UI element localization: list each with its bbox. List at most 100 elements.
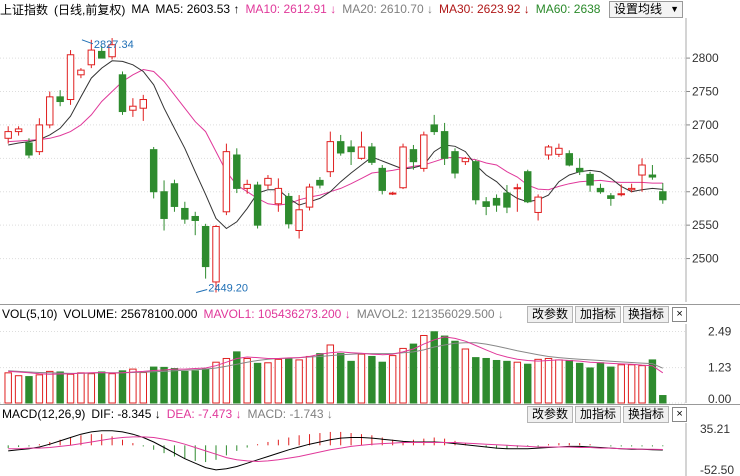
volume-bar [222, 357, 231, 404]
candle-body [212, 225, 220, 283]
ma5-line [8, 60, 663, 230]
macd-add-indicator-button[interactable]: 加指标 [575, 406, 622, 423]
y-tick-label: 2700 [692, 118, 719, 132]
volume-bar [472, 357, 480, 404]
candle-body [97, 50, 106, 59]
mavol2-readout: MAVOL2: 121356029.500 ↓ [356, 307, 504, 321]
candle-body [139, 99, 147, 109]
candle-body [565, 153, 574, 166]
volume-bar [181, 370, 189, 404]
volume-bar [170, 368, 179, 404]
candle-body [46, 96, 54, 126]
volume-bar [191, 370, 199, 404]
candle-body [461, 157, 470, 163]
candle-body [482, 201, 490, 207]
vol-indicator-name: VOL(5,10) [2, 307, 58, 321]
volume-bar [97, 371, 106, 404]
volume-bar [607, 366, 615, 404]
volume-bar [87, 373, 96, 404]
volume-bar [316, 353, 324, 404]
volume-bar [524, 363, 532, 404]
volume-bar [430, 331, 438, 404]
volume-bar [627, 364, 636, 404]
y-tick-label: 2550 [692, 218, 719, 232]
candle-body [503, 192, 511, 208]
candle-body [201, 225, 210, 268]
price-annotation: 2449.20 [208, 283, 248, 295]
candle-body [378, 167, 386, 191]
volume-bar [648, 359, 657, 404]
volume-bar [513, 361, 522, 404]
volume-bar [129, 368, 137, 404]
volume-bar [160, 366, 168, 404]
macd-swap-indicator-button[interactable]: 换指标 [623, 406, 670, 423]
y-tick-label: 2500 [692, 252, 719, 266]
volume-bar [440, 335, 449, 404]
volume-bar [4, 372, 12, 404]
volume-bar [201, 368, 210, 404]
vol-value: VOLUME: 25678100.000 [63, 307, 198, 321]
mavol1-line [8, 336, 664, 375]
candle-body [160, 191, 168, 219]
volume-bar [295, 359, 303, 404]
candle-body [357, 146, 366, 159]
candle-body [222, 151, 231, 213]
candle-body [586, 173, 594, 186]
volume-bar [482, 357, 490, 404]
y-tick-label: 2800 [692, 51, 719, 65]
volume-bar [118, 370, 127, 404]
macd-change-params-button[interactable]: 改参数 [527, 406, 574, 423]
candle-body [575, 167, 584, 173]
vol-add-indicator-button[interactable]: 加指标 [575, 306, 622, 323]
index-mode: (日线,前复权) [54, 2, 126, 17]
candle-body [295, 209, 303, 231]
candle-body [129, 105, 137, 111]
macd-close-icon[interactable]: × [672, 407, 688, 422]
y-tick-label: 2650 [692, 151, 719, 165]
volume-bar [56, 371, 64, 404]
mavol2-line [8, 342, 664, 374]
candle-body [659, 191, 667, 201]
macd-tick-label: -52.50 [700, 463, 734, 476]
index-name: 上证指数 [0, 2, 49, 17]
volume-bar [233, 351, 241, 404]
candle-body [492, 197, 501, 206]
candle-body [440, 131, 449, 159]
volume-bar [617, 364, 625, 404]
vol-tick-label: 1.23 [708, 361, 732, 375]
candle-body [555, 147, 563, 155]
candle-body [14, 128, 23, 133]
candle-body [451, 151, 459, 174]
candle-body [347, 146, 355, 153]
volume-bar [326, 344, 335, 404]
y-tick-label: 2750 [692, 85, 719, 99]
ma-settings-button[interactable]: 设置均线 ▼ [609, 1, 683, 18]
volume-bar [378, 361, 386, 404]
ma10-line [8, 68, 663, 206]
volume-bar [285, 357, 293, 404]
ma30-readout: MA30: 2623.92 ↓ [438, 2, 530, 16]
price-header: 上证指数 (日线,前复权) MA MA5: 2603.53 ↑ MA10: 26… [0, 0, 740, 18]
vol-swap-indicator-button[interactable]: 换指标 [623, 306, 670, 323]
volume-bar [305, 355, 314, 404]
candle-body [420, 134, 428, 169]
candle-body [87, 49, 96, 66]
volume-bar [575, 362, 584, 404]
volume-bar [461, 348, 470, 404]
vol-close-icon[interactable]: × [672, 307, 688, 322]
candle-body [368, 146, 376, 163]
dea-line [8, 436, 663, 463]
mavol1-readout: MAVOL1: 105436273.200 ↓ [203, 307, 351, 321]
y-tick-label: 2600 [692, 185, 719, 199]
volume-bar [565, 359, 574, 404]
vol-change-params-button[interactable]: 改参数 [527, 306, 574, 323]
volume-bar [544, 357, 553, 404]
volume-bar [409, 343, 418, 404]
volume-bar [243, 357, 251, 404]
volume-bar [586, 367, 594, 404]
dif-readout: DIF: -8.345 ↓ [91, 407, 161, 421]
candle-body [316, 179, 324, 186]
candle-body [35, 124, 44, 153]
candle-body [4, 131, 12, 139]
